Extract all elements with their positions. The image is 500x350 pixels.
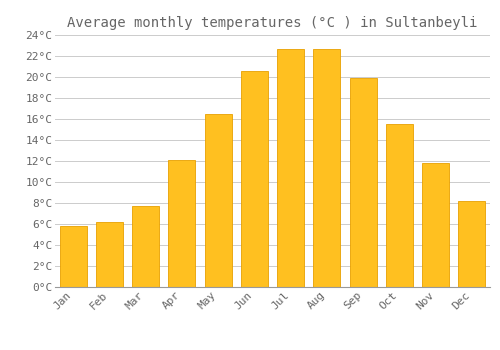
Bar	[241, 71, 268, 287]
Bar	[458, 201, 485, 287]
Bar	[60, 226, 86, 287]
Bar	[386, 124, 413, 287]
Bar	[277, 49, 304, 287]
Bar	[168, 160, 196, 287]
Bar	[96, 222, 123, 287]
Bar	[314, 49, 340, 287]
Title: Average monthly temperatures (°C ) in Sultanbeyli: Average monthly temperatures (°C ) in Su…	[68, 16, 478, 30]
Bar	[422, 163, 449, 287]
Bar	[204, 114, 232, 287]
Bar	[132, 206, 159, 287]
Bar	[350, 78, 376, 287]
